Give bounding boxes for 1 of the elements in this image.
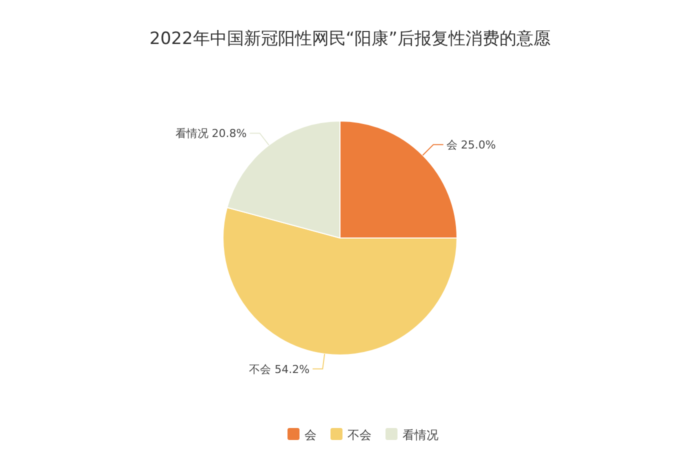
title: 2022年中国新冠阳性网民“阳康”后报复性消费的意愿 bbox=[150, 29, 550, 49]
